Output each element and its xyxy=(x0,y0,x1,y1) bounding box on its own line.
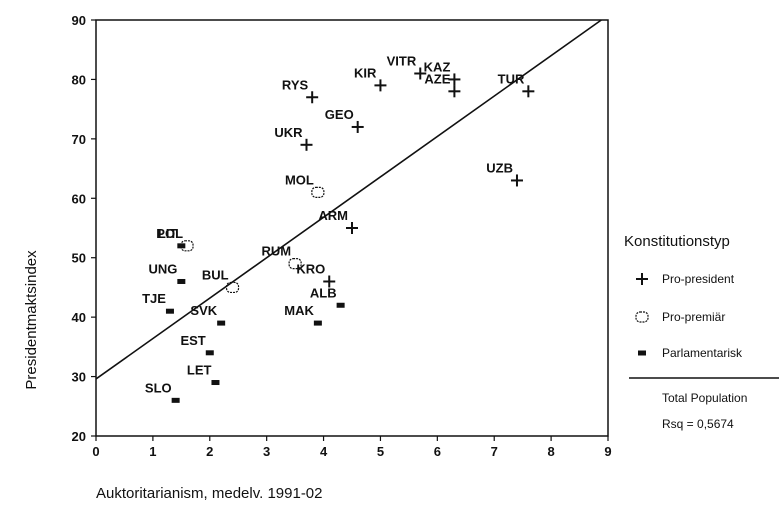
axes: 0 1 2 3 4 5 6 7 8 9 20 30 40 50 60 70 80 90 xyxy=(72,13,612,459)
point-label-svk: SVK xyxy=(190,303,217,318)
point-let xyxy=(211,380,220,386)
point-rys xyxy=(306,91,319,104)
point-uzb xyxy=(510,174,523,187)
point-label-kro: KRO xyxy=(296,261,325,276)
point-alb xyxy=(336,302,345,308)
legend-label-3: Parlamentarisk xyxy=(662,346,743,360)
point-est xyxy=(205,350,214,356)
x-tick-label: 3 xyxy=(263,444,270,459)
point-kaz xyxy=(448,73,461,86)
point-lit xyxy=(177,243,186,249)
x-tick-label: 4 xyxy=(320,444,328,459)
point-label-mak: MAK xyxy=(284,303,314,318)
legend-fit-label: Total Population xyxy=(662,391,747,405)
point-kir xyxy=(374,79,387,92)
y-tick-label: 20 xyxy=(72,429,86,444)
point-label-rum: RUM xyxy=(262,244,292,259)
y-axis-title: Presidentmaktsindex xyxy=(23,250,40,390)
plot-area xyxy=(95,19,609,437)
point-label-alb: ALB xyxy=(310,285,337,300)
point-tje xyxy=(165,308,174,314)
point-label-ukr: UKR xyxy=(274,125,303,140)
point-label-tur: TUR xyxy=(498,71,525,86)
x-tick-label: 6 xyxy=(434,444,441,459)
legend-marker-2 xyxy=(635,311,649,323)
fit-line xyxy=(95,19,602,380)
point-tur xyxy=(522,85,535,98)
regression-fit xyxy=(95,19,602,380)
point-ukr xyxy=(300,138,313,151)
legend-label-2: Pro-premiär xyxy=(662,310,725,324)
point-label-tje: TJE xyxy=(142,291,166,306)
point-mol xyxy=(311,186,325,198)
y-tick-label: 70 xyxy=(72,132,86,147)
point-label-est: EST xyxy=(180,333,205,348)
point-label-slo: SLO xyxy=(145,380,172,395)
point-pol xyxy=(180,240,194,252)
legend-label-1: Pro-president xyxy=(662,272,735,286)
x-tick-label: 2 xyxy=(206,444,213,459)
point-label-aze: AZE xyxy=(424,71,450,86)
legend: Konstitutionstyp Pro-president Pro-premiä… xyxy=(624,233,779,431)
point-geo xyxy=(351,120,364,133)
x-tick-label: 7 xyxy=(491,444,498,459)
y-tick-label: 80 xyxy=(72,72,86,87)
point-arm xyxy=(346,222,358,234)
point-kro xyxy=(323,275,336,288)
point-label-rys: RYS xyxy=(282,77,309,92)
y-tick-label: 40 xyxy=(72,310,86,325)
x-tick-label: 8 xyxy=(547,444,554,459)
point-label-geo: GEO xyxy=(325,107,354,122)
y-tick-label: 30 xyxy=(72,370,86,385)
plot-frame xyxy=(95,19,609,437)
y-tick-label: 90 xyxy=(72,13,86,28)
legend-marker-1 xyxy=(636,273,648,285)
legend-title: Konstitutionstyp xyxy=(624,233,730,250)
x-tick-label: 9 xyxy=(604,444,611,459)
point-slo xyxy=(171,397,180,403)
point-aze xyxy=(448,85,461,98)
legend-fit-stat: Rsq = 0,5674 xyxy=(662,417,734,431)
y-tick-label: 60 xyxy=(72,191,86,206)
point-label-kaz: KAZ xyxy=(424,59,451,74)
point-label-kir: KIR xyxy=(354,65,377,80)
data-points xyxy=(165,67,535,403)
point-label-pol: POL xyxy=(156,226,183,241)
x-axis-title: Auktoritarianism, medelv. 1991-02 xyxy=(96,485,323,502)
legend-marker-3 xyxy=(638,350,646,356)
point-bul xyxy=(225,281,240,294)
point-svk xyxy=(217,320,226,326)
point-label-arm: ARM xyxy=(318,208,348,223)
point-label-vitr: VITR xyxy=(387,53,417,68)
y-tick-label: 50 xyxy=(72,251,86,266)
point-label-ung: UNG xyxy=(148,261,177,276)
point-label-uzb: UZB xyxy=(486,160,513,175)
point-label-let: LET xyxy=(187,363,212,378)
legend-items: Pro-president Pro-premiär Parlamentarisk xyxy=(635,272,743,360)
point-label-bul: BUL xyxy=(202,267,229,282)
x-tick-label: 0 xyxy=(92,444,99,459)
point-rum xyxy=(288,258,302,270)
point-label-lit: LIT xyxy=(158,226,178,241)
point-ung xyxy=(177,278,186,284)
point-vitr xyxy=(414,67,427,80)
point-mak xyxy=(313,320,322,326)
point-label-mol: MOL xyxy=(285,172,314,187)
x-tick-label: 1 xyxy=(149,444,156,459)
x-tick-label: 5 xyxy=(377,444,384,459)
